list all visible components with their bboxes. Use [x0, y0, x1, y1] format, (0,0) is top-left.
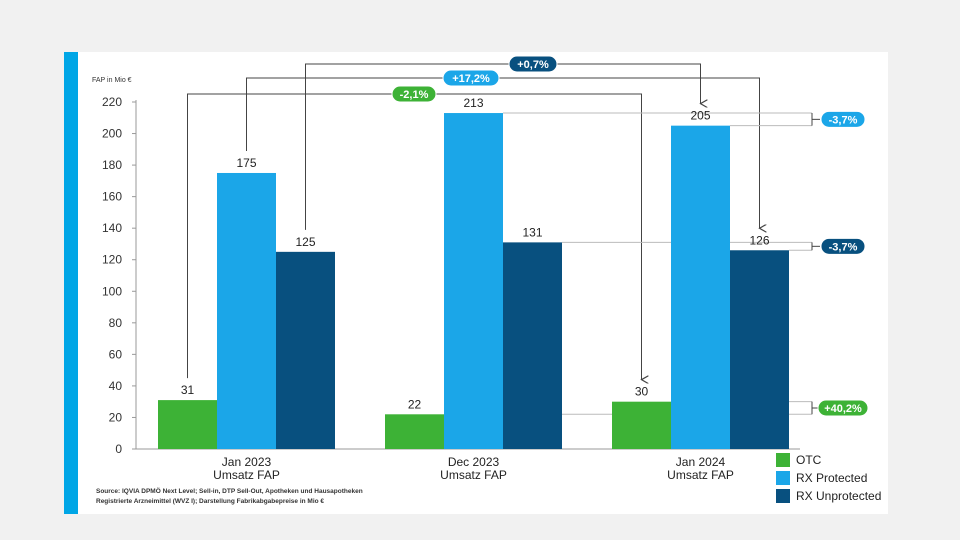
bar-rx-protected-3	[671, 125, 730, 449]
y-tick-label: 160	[102, 190, 122, 204]
delta-badge-1-shape	[820, 110, 866, 128]
value-label-rx-protected-1: 175	[236, 156, 256, 170]
change-badge-1-text: +0,7%	[517, 59, 549, 71]
category-label-1: Jan 2023	[222, 455, 272, 469]
delta-badge-2-shape	[820, 237, 866, 255]
source-note: Source: IQVIA DPMÖ Next Level; Sell-in, …	[96, 487, 456, 507]
bar-rx-protected-1	[217, 172, 276, 449]
y-tick-label: 140	[102, 221, 122, 235]
bar-otc-2	[385, 414, 444, 449]
category-label-2: Dec 2023	[448, 455, 500, 469]
y-tick-label: 180	[102, 158, 122, 172]
legend-label-otc: OTC	[796, 453, 822, 467]
accent-bar	[64, 52, 78, 514]
y-tick-label: 20	[109, 410, 123, 424]
y-tick-label: 120	[102, 253, 122, 267]
y-tick-label: 40	[109, 379, 123, 393]
delta-badge-2-text: -3,7%	[829, 241, 858, 253]
delta-badge-3-text: +40,2%	[824, 403, 862, 415]
y-tick-label: 80	[109, 316, 123, 330]
legend-swatch-rx-protected	[776, 471, 790, 485]
change-badge-1-shape	[508, 55, 558, 73]
value-label-rx-unprotected-3: 126	[749, 233, 769, 247]
y-tick-label: 100	[102, 284, 122, 298]
bar-otc-1	[158, 400, 217, 449]
change-badge-3-text: -2,1%	[400, 89, 429, 101]
change-badge-3-shape	[391, 85, 437, 103]
legend-swatch-rx-unprotected	[776, 489, 790, 503]
source-line-2: Registrierte Arzneimittel (WVZ I); Darst…	[96, 498, 325, 505]
value-label-rx-unprotected-1: 125	[295, 235, 315, 249]
bar-rx-unprotected-3	[730, 250, 789, 449]
delta-badge-3-shape	[817, 399, 869, 417]
value-label-otc-3: 30	[635, 385, 649, 399]
y-tick-label: 0	[115, 442, 122, 456]
legend-swatch-otc	[776, 453, 790, 467]
value-label-otc-2: 22	[408, 397, 422, 411]
delta-badge-1-text: -3,7%	[829, 114, 858, 126]
value-label-rx-unprotected-2: 131	[522, 225, 542, 239]
change-badge-2-shape	[442, 69, 500, 87]
bar-rx-protected-2	[444, 113, 503, 450]
category-label-3: Jan 2024	[676, 455, 726, 469]
source-line-1: Source: IQVIA DPMÖ Next Level; Sell-in, …	[96, 488, 363, 495]
legend-label-rx-protected: RX Protected	[796, 471, 867, 485]
legend-label-rx-unprotected: RX Unprotected	[796, 489, 881, 503]
value-label-rx-protected-2: 213	[463, 96, 483, 110]
y-tick-label: 200	[102, 127, 122, 141]
y-tick-label: 60	[109, 347, 123, 361]
category-label-3: Umsatz FAP	[667, 468, 734, 482]
change-badge-2-text: +17,2%	[452, 73, 490, 85]
y-tick-label: 220	[102, 95, 122, 109]
category-label-1: Umsatz FAP	[213, 468, 280, 482]
value-label-rx-protected-3: 205	[690, 109, 710, 123]
bar-rx-unprotected-2	[503, 242, 562, 449]
y-unit-label: FAP in Mio €	[92, 77, 132, 84]
connector-line-1	[305, 63, 701, 230]
bar-otc-3	[612, 401, 671, 449]
category-label-2: Umsatz FAP	[440, 468, 507, 482]
value-label-otc-1: 31	[181, 383, 195, 397]
connector-line-2	[246, 77, 760, 228]
bar-rx-unprotected-1	[276, 251, 335, 449]
